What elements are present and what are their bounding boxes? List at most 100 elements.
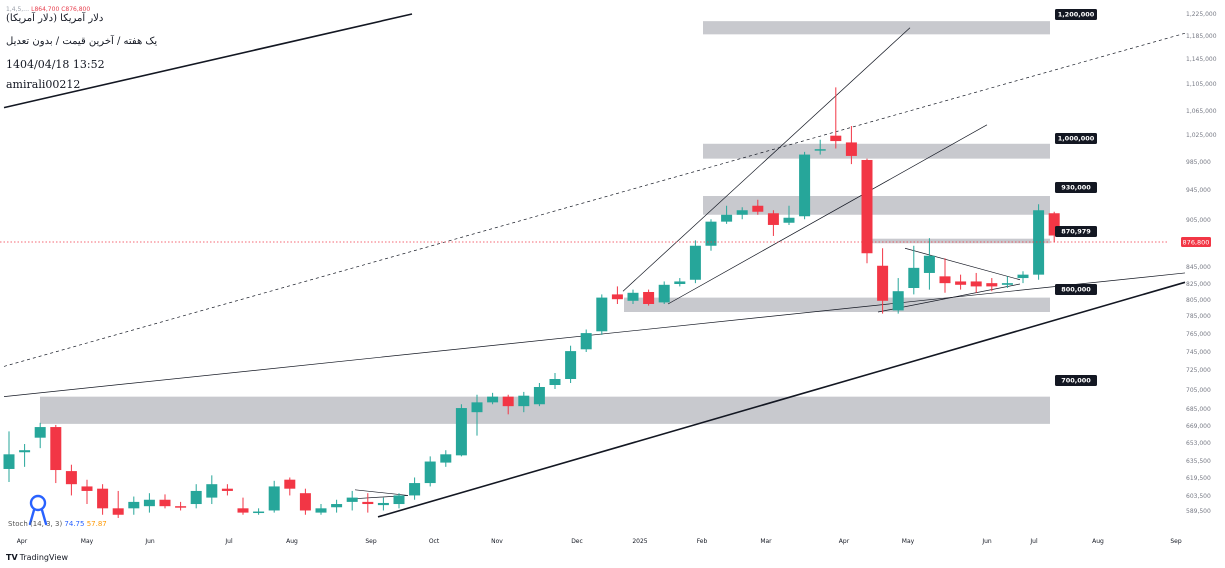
x-tick-label: Dec	[571, 538, 583, 545]
candle-32	[502, 394, 514, 415]
indicator-legend[interactable]: Stoch (14, 3, 3) 74.75 57.87	[8, 520, 107, 528]
candle-58	[908, 245, 920, 295]
x-tick-label: Nov	[491, 538, 503, 545]
y-tick-label: 603,500	[1186, 493, 1211, 500]
trendline-8	[904, 247, 1021, 281]
candle-5	[81, 479, 93, 505]
y-tick-label: 905,000	[1186, 217, 1211, 224]
current-price-label: 876,800	[1183, 239, 1210, 247]
x-tick-label: Mar	[760, 538, 772, 545]
ohlc-close: C876,800	[61, 6, 91, 13]
candle-body	[3, 454, 15, 469]
candle-60	[939, 258, 951, 293]
interval-description: یک هفته / آخرین قیمت / بدون تعدیل	[6, 36, 158, 47]
candle-63	[986, 278, 998, 292]
pin-marker-icon[interactable]	[26, 494, 50, 528]
candle-43	[674, 278, 686, 287]
y-tick-label: 1,185,000	[1186, 33, 1217, 40]
candle-body	[705, 221, 717, 246]
candle-body	[814, 149, 826, 151]
y-tick-label: 653,000	[1186, 440, 1211, 447]
zone-930,000	[703, 196, 1050, 215]
candle-body	[393, 495, 405, 505]
candle-body	[565, 351, 577, 379]
candle-0	[3, 431, 15, 482]
candle-body	[658, 284, 670, 303]
candle-62	[970, 272, 982, 293]
level-label-text: 700,000	[1061, 377, 1091, 385]
candle-body	[268, 486, 280, 511]
level-label-text: 1,000,000	[1058, 135, 1095, 143]
candle-18	[284, 477, 296, 496]
candle-body	[34, 427, 46, 438]
candle-27	[424, 456, 436, 487]
candle-body	[596, 297, 608, 332]
candle-52	[814, 139, 826, 155]
candle-body	[471, 402, 483, 413]
candle-59	[923, 238, 935, 290]
candle-11	[175, 501, 187, 511]
candle-body	[346, 497, 358, 502]
candle-28	[440, 450, 452, 467]
candle-51	[799, 151, 811, 220]
x-tick-label: Apr	[17, 538, 28, 545]
zone-870,979	[868, 238, 1050, 244]
y-tick-label: 635,500	[1186, 458, 1211, 465]
candle-54	[845, 126, 857, 165]
candle-67	[1048, 211, 1060, 243]
level-label-text: 800,000	[1061, 286, 1091, 294]
zone-700,000	[40, 396, 1050, 424]
candle-body	[299, 493, 311, 511]
candle-body	[1048, 213, 1060, 236]
x-tick-label: May	[81, 538, 94, 545]
candle-body	[845, 142, 857, 156]
x-tick-label: 2025	[632, 538, 647, 545]
candle-13	[206, 475, 218, 505]
candle-body	[1001, 283, 1013, 285]
y-tick-label: 705,000	[1186, 387, 1211, 394]
candle-body	[409, 483, 421, 496]
level-label-bg	[1055, 375, 1097, 386]
candle-body	[128, 501, 140, 509]
level-label-bg	[1055, 284, 1097, 295]
candle-body	[955, 281, 967, 285]
x-tick-label: Feb	[697, 538, 708, 545]
level-label-text: 870,979	[1061, 228, 1091, 236]
indicator-d-value: 57.87	[86, 520, 107, 528]
candle-body	[159, 499, 171, 507]
y-tick-label: 1,105,000	[1186, 81, 1217, 88]
x-tick-label: Sep	[1170, 538, 1182, 545]
candle-body	[752, 205, 764, 212]
candle-body	[923, 255, 935, 273]
level-label-930,000: 930,000	[1055, 182, 1097, 193]
candle-body	[190, 490, 202, 505]
ohlc-readout: 1,4,5,… L864,700 C876,800	[6, 6, 90, 13]
candle-50	[783, 205, 795, 225]
candle-45	[705, 219, 717, 251]
y-tick-label: 765,000	[1186, 331, 1211, 338]
time-axis[interactable]: Apr May Jun Jul Aug Sep Oct Nov Dec 2025 Feb Mar Apr…	[17, 538, 1182, 545]
candle-36	[565, 345, 577, 383]
candle-7	[112, 490, 124, 518]
trendline-5	[667, 124, 988, 305]
timestamp: 1404/04/18 13:52	[6, 58, 105, 71]
level-label-1,000,000: 1,000,000	[1055, 133, 1097, 144]
candle-body	[689, 245, 701, 280]
y-tick-label: 685,000	[1186, 406, 1211, 413]
price-axis[interactable]: 1,225,000 1,185,000 1,145,000 1,105,000 1,06…	[1186, 11, 1217, 515]
candle-body	[331, 504, 343, 508]
tradingview-branding[interactable]: TV TradingView	[6, 553, 68, 562]
candle-35	[549, 373, 561, 389]
candle-body	[424, 461, 436, 484]
x-tick-label: Jun	[144, 538, 155, 545]
candle-22	[346, 490, 358, 511]
candle-body	[783, 217, 795, 223]
y-tick-label: 785,000	[1186, 313, 1211, 320]
candle-body	[502, 396, 514, 407]
candle-56	[877, 248, 889, 314]
trendline-3	[3, 32, 1186, 367]
y-tick-label: 1,065,000	[1186, 108, 1217, 115]
x-tick-label: Aug	[1092, 538, 1104, 545]
candle-9	[143, 493, 155, 513]
